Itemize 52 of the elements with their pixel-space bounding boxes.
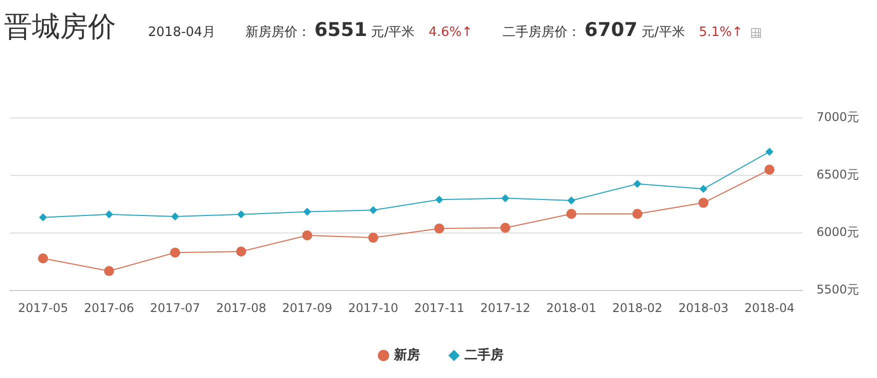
y-tick-label: 6000元 [816,225,860,240]
legend-label: 二手房 [464,346,504,363]
text: 元/平米 [641,24,685,41]
text: 二手房房价： [502,24,581,41]
x-tick-label: 2017-07 [150,300,200,315]
point [765,148,774,156]
point [501,194,510,202]
point [699,184,708,193]
point [171,212,180,220]
x-tick-label: 2018-03 [678,300,728,315]
point [170,248,180,258]
x-tick-label: 2017-05 [18,300,68,315]
x-tick-label: 2017-09 [282,300,332,315]
text: 6551 [314,19,368,41]
text: 4.6%↑ [428,25,473,40]
x-tick-label: 2018-01 [546,300,596,315]
point [236,246,246,256]
point [38,253,48,264]
x-tick-label: 2017-11 [414,300,464,315]
point [39,213,48,222]
point [434,223,444,234]
point [303,208,312,216]
x-tick-label: 2017-10 [348,300,398,315]
point [632,208,642,219]
point [698,198,708,208]
x-tick-label: 2017-06 [84,300,134,315]
point [566,208,576,219]
point [302,230,312,240]
point [237,210,246,218]
text: 2018-04月 [148,24,216,41]
y-tick-label: 7000元 [816,110,860,124]
point [104,266,114,276]
x-tick-label: 2017-12 [480,300,530,315]
text: 5.1%↑ [698,25,743,40]
point [369,206,378,214]
text: 6707 [584,19,638,41]
point [105,210,114,218]
point [567,196,576,205]
point [435,196,444,204]
x-tick-label: 2018-04 [744,300,795,315]
point [500,222,510,233]
point [368,232,378,243]
legend-label: 新房 [393,346,420,363]
point [633,180,642,188]
x-tick-label: 2018-02 [612,300,662,315]
y-tick-label: 5500元 [816,282,860,297]
text: 元/平米 [371,24,415,41]
chart-title: 晋城房价 [4,9,116,45]
x-tick-label: 2017-08 [216,300,266,315]
point [764,164,774,175]
y-tick-label: 6500元 [816,168,860,182]
text: 新房房价： [245,24,310,41]
